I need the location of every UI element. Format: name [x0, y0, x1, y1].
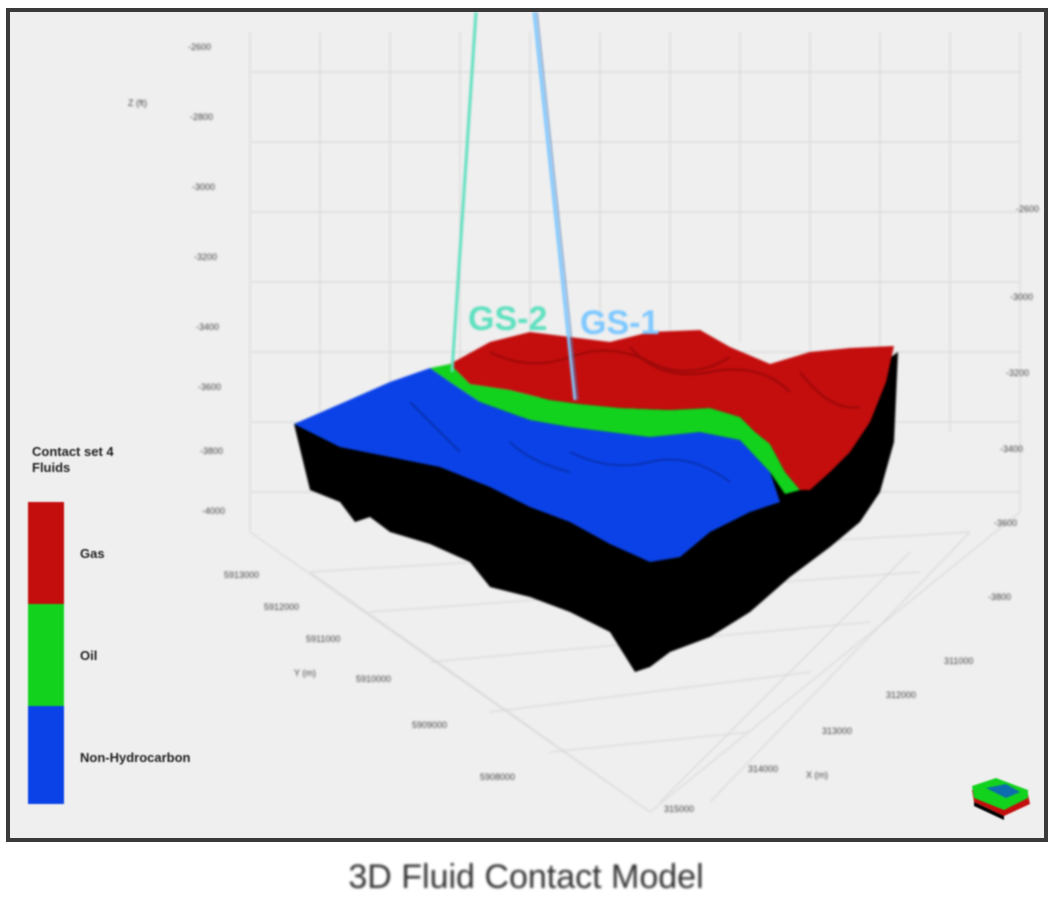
legend-swatch-gas [28, 502, 64, 604]
gas-surface-texture [489, 346, 861, 409]
axis-tick: 5911000 [306, 634, 340, 644]
axis-tick: 312000 [886, 690, 916, 700]
axis-tick: Y (m) [294, 668, 316, 678]
well-label-gs-1: GS-1 [580, 304, 659, 342]
axis-tick: 315000 [664, 804, 694, 814]
axis-tick: 5910000 [356, 674, 391, 684]
z-tick: -2600 [1016, 204, 1039, 214]
fluid-legend: Contact set 4 Fluids Gas Oil Non-Hydroca… [28, 442, 288, 822]
legend-swatch-oil [28, 604, 64, 706]
z-tick: -3800 [988, 592, 1011, 602]
axis-tick: 5909000 [412, 720, 447, 730]
z-tick: -4000 [202, 506, 225, 516]
x-axis-floor: 311000 312000 313000 314000 X (m) 315000 [664, 656, 973, 814]
axis-tick: 313000 [822, 726, 852, 736]
water-surface-texture [409, 401, 731, 483]
legend-label-water: Non-Hydrocarbon [80, 750, 191, 765]
z-tick: -3400 [196, 322, 219, 332]
orientation-widget[interactable] [966, 776, 1036, 826]
well-trajectory-gs-2[interactable] [450, 12, 478, 373]
figure-caption: 3D Fluid Contact Model [348, 858, 704, 896]
axis-tick: 314000 [748, 764, 778, 774]
z-tick: -3000 [192, 182, 215, 192]
z-tick: -3600 [994, 518, 1017, 528]
oil-zone-surface [430, 364, 800, 494]
water-zone-surface [294, 368, 780, 562]
z-tick: -2800 [190, 112, 213, 122]
3d-scene[interactable]: GS-2 GS-1 Z (ft) -2600 -2800 -3000 -3200… [10, 12, 1044, 838]
z-tick: -3800 [200, 446, 223, 456]
legend-label-gas: Gas [80, 546, 105, 561]
gas-zone-surface [450, 330, 894, 490]
axis-tick: 311000 [944, 656, 973, 666]
z-tick: -3000 [1010, 292, 1033, 302]
axis-tick: 5908000 [480, 772, 515, 782]
well-label-gs-2: GS-2 [468, 300, 547, 338]
z-tick: -3600 [198, 382, 221, 392]
legend-title-line1: Contact set 4 [32, 444, 114, 459]
z-tick: -3200 [1006, 368, 1029, 378]
axis-tick: 5912000 [264, 602, 299, 612]
z-axis-left: Z (ft) -2600 -2800 -3000 -3200 -3400 -36… [128, 42, 225, 516]
axis-tick: 5913000 [224, 570, 259, 580]
3d-viewport[interactable]: GS-2 GS-1 Z (ft) -2600 -2800 -3000 -3200… [6, 8, 1048, 842]
z-axis-left-title: Z (ft) [128, 98, 147, 108]
legend-swatch-water [28, 706, 64, 804]
well-trajectory-gs-1[interactable] [532, 12, 579, 401]
z-tick: -3200 [194, 252, 217, 262]
axis-tick: X (m) [806, 770, 828, 780]
z-tick: -3400 [1000, 444, 1023, 454]
legend-label-oil: Oil [80, 648, 98, 663]
y-axis-floor: 5913000 5912000 5911000 Y (m) 5910000 59… [224, 570, 515, 782]
z-axis-right: -2600 -3000 -3200 -3400 -3600 -3800 [988, 204, 1039, 602]
z-tick: -2600 [188, 42, 211, 52]
legend-title-line2: Fluids [32, 460, 71, 475]
